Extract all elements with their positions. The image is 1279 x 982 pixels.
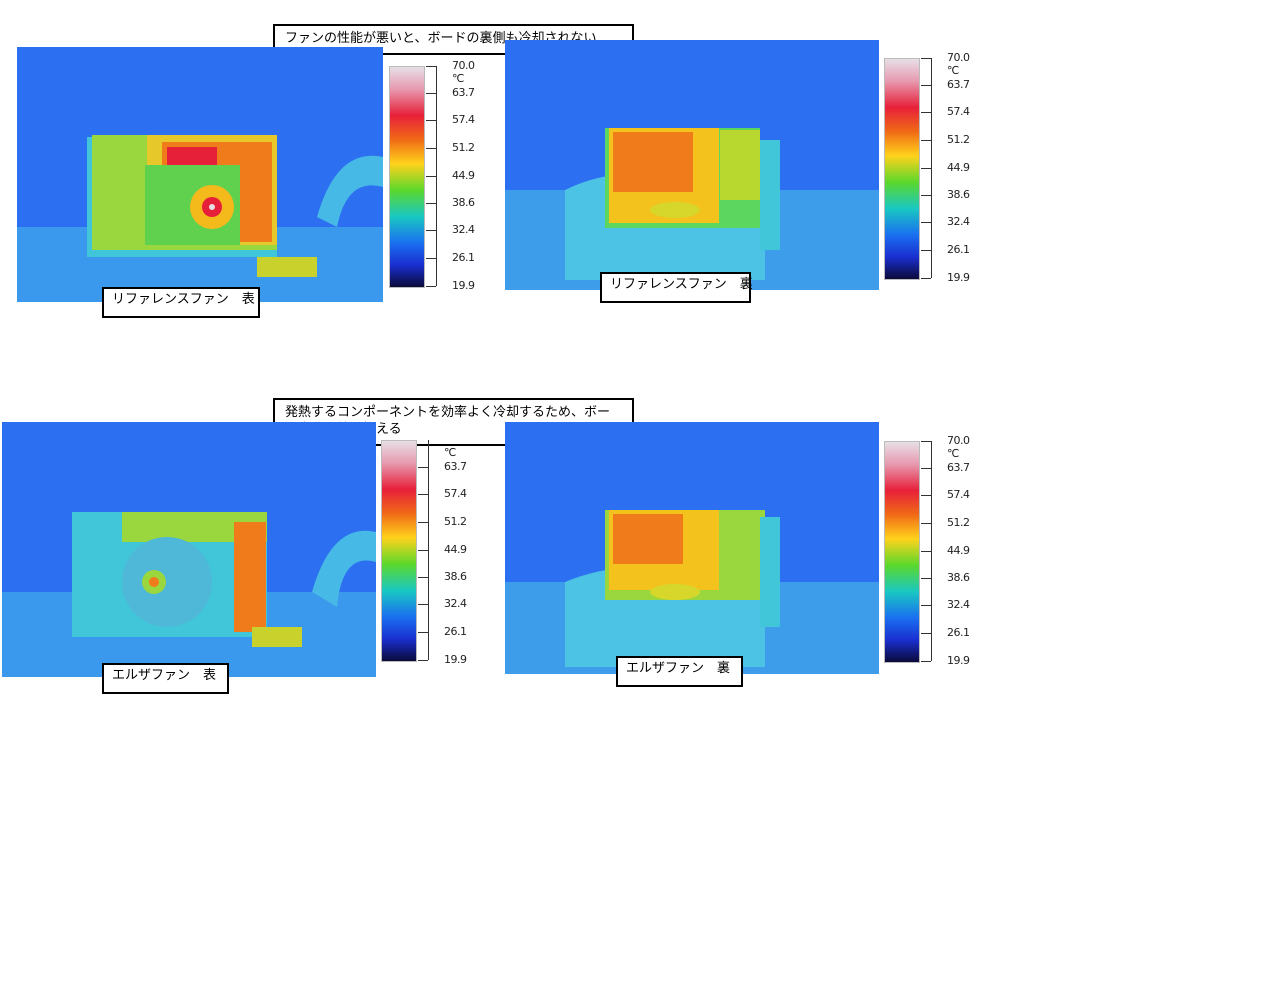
temperature-color-scale xyxy=(884,441,920,663)
caption-reference-front: リファレンスファン 表 xyxy=(102,287,260,318)
caption-reference-back: リファレンスファン 裏 xyxy=(600,272,753,303)
scale-unit-label: ℃ xyxy=(947,447,960,460)
temperature-color-scale xyxy=(884,58,920,280)
caption-elsa-back: エルザファン 裏 xyxy=(616,656,743,687)
caption-elsa-front: エルザファン 表 xyxy=(102,663,229,694)
thermal-image-reference-front xyxy=(17,47,383,302)
thermal-image-elsa-front xyxy=(2,422,376,677)
scale-unit-label: ℃ xyxy=(947,64,960,77)
scale-unit-label: ℃ xyxy=(444,446,457,459)
scale-ticks: ℃ 63.7 57.4 51.2 44.9 38.6 32.4 26.1 19.… xyxy=(418,440,478,666)
scale-ticks: 70.0 ℃ 63.7 57.4 51.2 44.9 38.6 32.4 26.… xyxy=(921,51,981,284)
scale-ticks: 70.0 ℃ 63.7 57.4 51.2 44.9 38.6 32.4 26.… xyxy=(426,59,486,292)
scale-ticks: 70.0 ℃ 63.7 57.4 51.2 44.9 38.6 32.4 26.… xyxy=(921,434,981,667)
temperature-color-scale xyxy=(381,440,417,662)
temperature-color-scale xyxy=(389,66,425,288)
scale-unit-label: ℃ xyxy=(452,72,465,85)
scale-max-label: 70.0 xyxy=(452,59,475,72)
thermal-image-reference-back xyxy=(505,40,879,290)
scale-max-label: 70.0 xyxy=(947,434,970,447)
scale-max-label: 70.0 xyxy=(947,51,970,64)
thermal-image-elsa-back xyxy=(505,422,879,674)
